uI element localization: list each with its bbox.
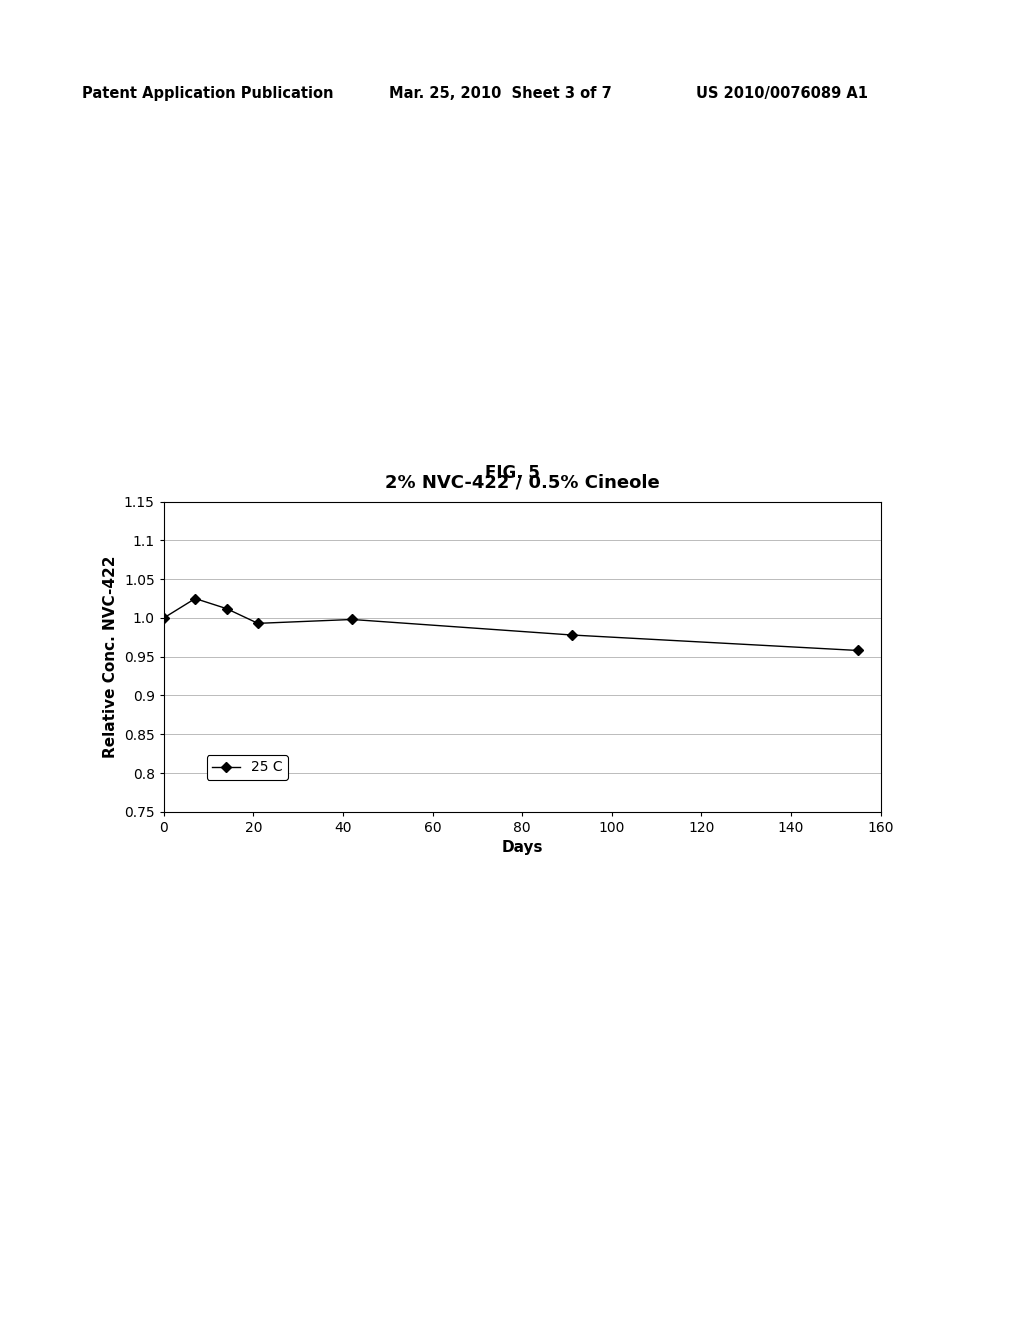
Text: US 2010/0076089 A1: US 2010/0076089 A1 bbox=[696, 86, 868, 100]
Y-axis label: Relative Conc. NVC-422: Relative Conc. NVC-422 bbox=[103, 556, 119, 758]
X-axis label: Days: Days bbox=[502, 841, 543, 855]
Text: Mar. 25, 2010  Sheet 3 of 7: Mar. 25, 2010 Sheet 3 of 7 bbox=[389, 86, 612, 100]
Text: Patent Application Publication: Patent Application Publication bbox=[82, 86, 334, 100]
Text: FIG. 5: FIG. 5 bbox=[484, 463, 540, 482]
Title: 2% NVC-422 / 0.5% Cineole: 2% NVC-422 / 0.5% Cineole bbox=[385, 474, 659, 492]
Legend: 25 C: 25 C bbox=[207, 755, 288, 780]
